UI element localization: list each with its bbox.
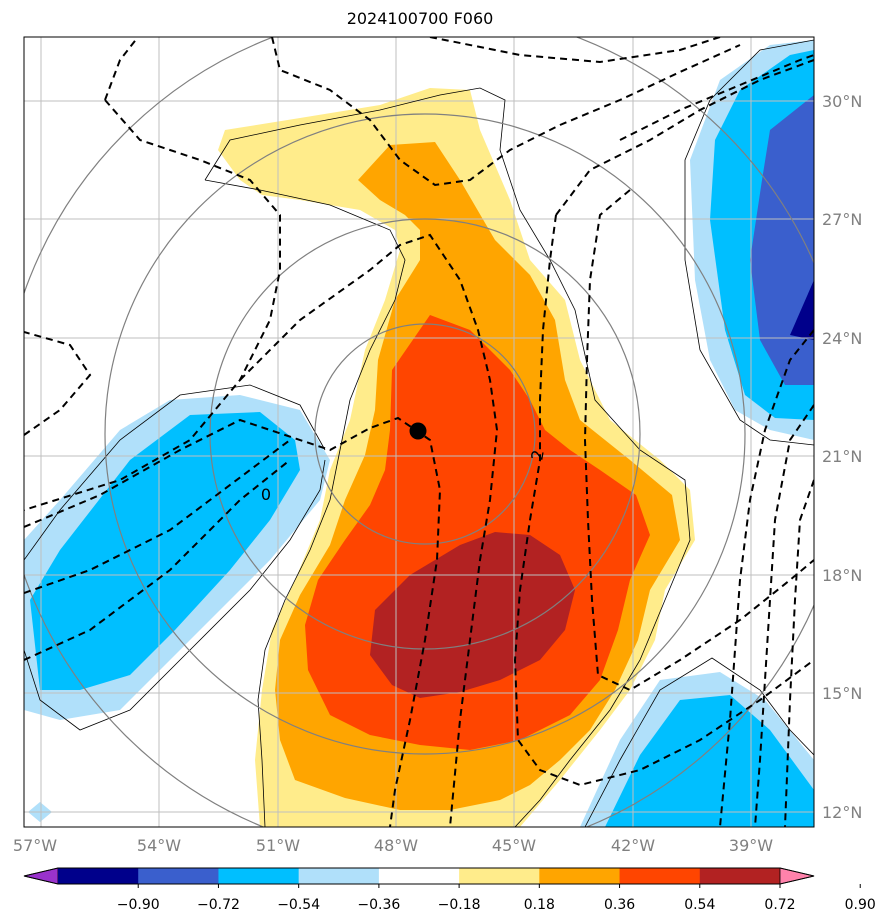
graticule: [24, 37, 814, 827]
latitude-labels: 30°N 27°N 24°N 21°N 18°N 15°N 12°N: [822, 92, 862, 822]
colorbar-segment: [699, 868, 781, 884]
colorbar-tick-label: 0.18: [524, 897, 555, 913]
colorbar-outline: [23, 867, 815, 885]
colorbar-tick-label: −0.18: [438, 897, 481, 913]
colorbar-tick-label: 0.54: [684, 897, 715, 913]
colorbar-tick-label: 0.90: [845, 897, 876, 913]
colorbar-labels: −0.90 −0.72 −0.54 −0.36 −0.18 0.18 0.36 0.54 0.7…: [117, 884, 876, 913]
colorbar-segment: [459, 868, 540, 884]
colorbar-segment: [619, 868, 701, 884]
contour-fill-royal-blue-ne: [750, 95, 814, 385]
contour-fill-blue-se: [605, 695, 814, 827]
colorbar-tick-label: 0.72: [764, 897, 795, 913]
lat-label: 24°N: [822, 329, 862, 348]
colorbar-segment: [218, 868, 300, 884]
lat-label: 30°N: [822, 92, 862, 111]
colorbar: [23, 867, 815, 885]
colorbar-segment: [539, 868, 621, 884]
colorbar-extend-high: [779, 867, 815, 885]
lat-label: 27°N: [822, 210, 862, 229]
colorbar-tick-label: −0.36: [357, 897, 400, 913]
storm-center-marker: [409, 422, 427, 440]
lon-label: 57°W: [13, 836, 57, 855]
map-title: 2024100700 F060: [346, 9, 494, 28]
colorbar-segment: [58, 868, 139, 884]
colorbar-tick-label: 0.36: [604, 897, 635, 913]
colorbar-tick-label: −0.54: [277, 897, 320, 913]
lat-label: 18°N: [822, 566, 862, 585]
longitude-labels: 57°W 54°W 51°W 48°W 45°W 42°W 39°W: [13, 836, 773, 855]
lon-label: 39°W: [729, 836, 773, 855]
lon-label: 42°W: [611, 836, 655, 855]
colorbar-tick-label: −0.72: [197, 897, 240, 913]
colorbar-segment: [378, 868, 460, 884]
map-frame: [23, 36, 815, 828]
dashed-contours: [24, 37, 814, 827]
colorbar-segment: [138, 868, 219, 884]
lon-label: 51°W: [256, 836, 300, 855]
lat-label: 12°N: [822, 803, 862, 822]
contour-fill-blue-west: [30, 412, 300, 690]
contour-label-2: 2: [527, 448, 547, 461]
colorbar-extend-low: [23, 867, 59, 885]
lon-label: 48°W: [374, 836, 418, 855]
contour-fill-navy-ne: [790, 280, 814, 340]
lat-label: 15°N: [822, 684, 862, 703]
colorbar-tick-label: −0.90: [117, 897, 160, 913]
contour-lines-thin: [24, 39, 814, 827]
lat-label: 21°N: [822, 447, 862, 466]
colorbar-segment: [298, 868, 380, 884]
lon-label: 54°W: [137, 836, 181, 855]
lon-label: 45°W: [492, 836, 536, 855]
contour-label-0: 0: [261, 485, 271, 504]
